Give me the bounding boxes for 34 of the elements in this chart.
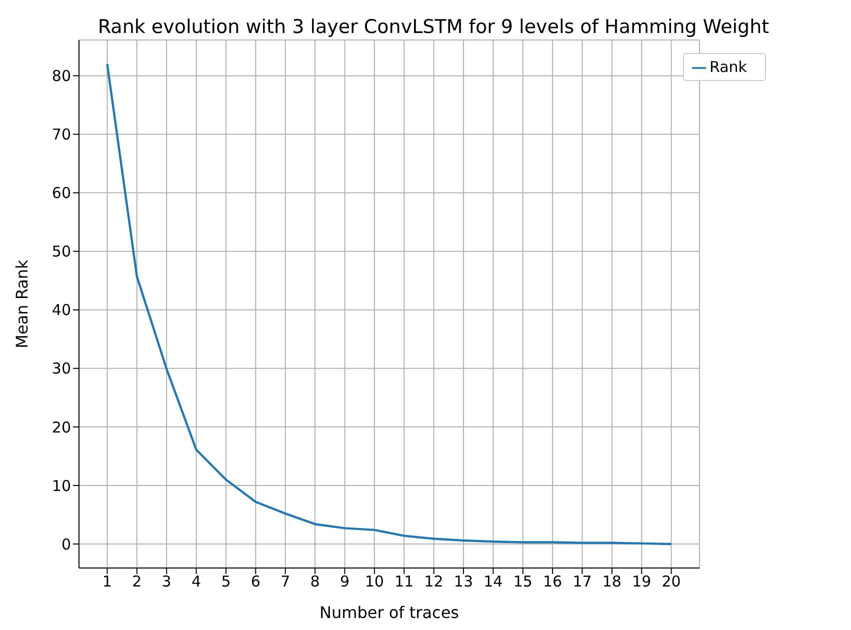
x-tick-label: 13 — [454, 572, 474, 591]
x-tick-label: 3 — [162, 572, 172, 591]
x-tick-label: 12 — [424, 572, 444, 591]
x-tick-label: 15 — [513, 572, 532, 591]
y-axis-title: Mean Rank — [12, 258, 32, 348]
x-tick-label: 11 — [394, 572, 414, 591]
y-tick-label: 60 — [52, 184, 71, 202]
x-tick-label: 20 — [662, 572, 681, 591]
x-tick-label: 5 — [221, 572, 231, 591]
y-tick-label: 0 — [61, 535, 71, 554]
x-tick-label: 14 — [484, 572, 503, 591]
x-tick-label: 1 — [102, 572, 112, 591]
x-tick-label: 2 — [132, 572, 142, 591]
x-tick-label: 10 — [364, 572, 384, 591]
y-tick-label: 40 — [52, 301, 71, 320]
legend-label: Rank — [710, 58, 747, 76]
x-tick-label: 7 — [280, 572, 290, 591]
y-tick-label: 70 — [52, 126, 71, 144]
y-tick-label: 50 — [52, 242, 71, 261]
x-tick-label: 4 — [192, 572, 202, 591]
x-tick-label: 17 — [572, 572, 592, 591]
x-tick-label: 16 — [543, 572, 562, 591]
y-tick-label: 20 — [52, 418, 71, 436]
x-tick-label: 6 — [250, 572, 260, 591]
x-tick-label: 9 — [340, 572, 350, 591]
chart-title: Rank evolution with 3 layer ConvLSTM for 9 levels of Hamming Weight — [96, 16, 770, 38]
x-tick-label: 8 — [310, 572, 320, 591]
line-series — [106, 62, 672, 546]
y-tick-label: 80 — [52, 67, 71, 86]
y-tick-label: 10 — [52, 476, 71, 495]
x-tick-label: 18 — [602, 572, 622, 591]
x-tick-label: 19 — [632, 572, 652, 591]
y-tick-label: 30 — [52, 360, 71, 378]
x-axis-title: Number of traces — [320, 603, 460, 622]
